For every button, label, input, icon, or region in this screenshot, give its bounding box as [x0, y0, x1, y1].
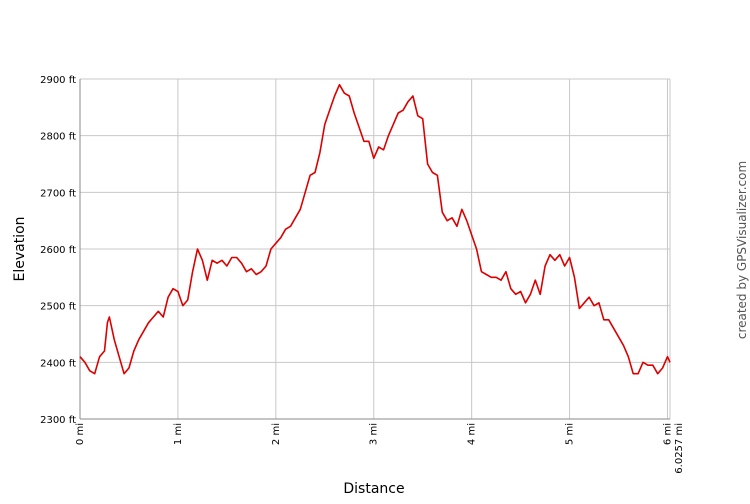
- y-tick-label: 2600 ft: [40, 245, 76, 256]
- x-axis-label: Distance: [343, 481, 404, 497]
- y-tick-label: 2400 ft: [40, 358, 76, 369]
- credit: created by GPSVisualizer.com: [735, 161, 749, 339]
- x-tick-label: 6 mi: [662, 423, 673, 445]
- x-tick-label: 5 mi: [565, 423, 576, 445]
- x-tick-label: 1 mi: [173, 423, 184, 445]
- y-axis-label: Elevation: [12, 216, 28, 281]
- y-tick-label: 2800 ft: [40, 132, 76, 143]
- x-tick-label: 6.0257 mi: [674, 423, 685, 474]
- y-tick-label: 2300 ft: [40, 415, 76, 426]
- x-tick-label: 2 mi: [271, 423, 282, 445]
- y-tick-label: 2700 ft: [40, 188, 76, 199]
- x-tick-label: 3 mi: [369, 423, 380, 445]
- x-tick-label: 0 mi: [75, 423, 86, 445]
- x-tick-label: 4 mi: [467, 423, 478, 445]
- y-tick-label: 2500 ft: [40, 302, 76, 313]
- y-tick-label: 2900 ft: [40, 75, 76, 86]
- elevation-line: [79, 83, 671, 375]
